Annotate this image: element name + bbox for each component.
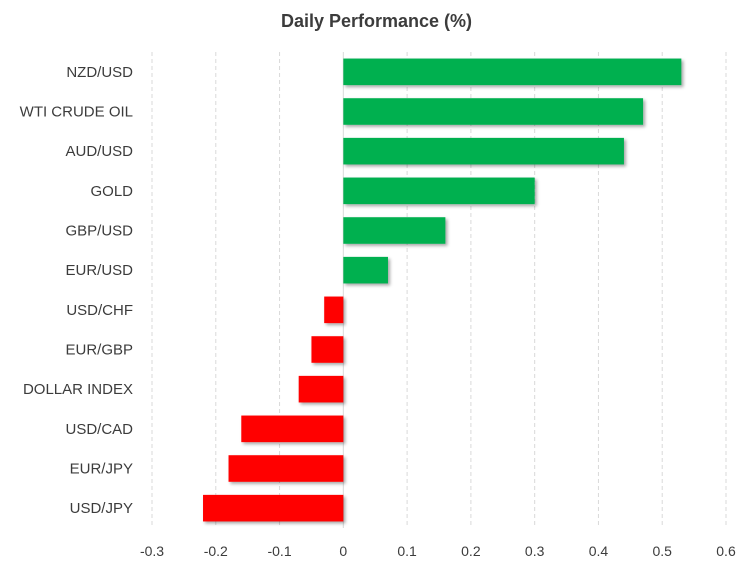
category-label: EUR/GBP (65, 342, 133, 359)
x-tick-label: 0.4 (589, 543, 609, 559)
bar (343, 256, 388, 284)
category-label: EUR/USD (65, 262, 133, 279)
category-label: GOLD (90, 183, 133, 200)
bar (343, 177, 535, 205)
category-label: USD/JPY (70, 500, 133, 517)
bar (298, 375, 344, 403)
x-tick-label: 0.6 (716, 543, 736, 559)
x-tick-label: -0.2 (204, 543, 228, 559)
x-tick-label: 0.5 (652, 543, 672, 559)
bar (343, 98, 644, 125)
bar (311, 336, 344, 363)
category-label: NZD/USD (66, 64, 133, 81)
category-label: GBP/USD (65, 223, 133, 240)
bar (228, 455, 344, 482)
bar (343, 58, 682, 86)
x-tick-label: 0.3 (525, 543, 545, 559)
bar (343, 137, 624, 165)
x-tick-label: -0.3 (140, 543, 164, 559)
category-label: DOLLAR INDEX (23, 381, 133, 398)
x-tick-label: 0.2 (461, 543, 481, 559)
category-label: AUD/USD (65, 143, 133, 160)
category-label: USD/CAD (65, 421, 133, 438)
bar (241, 415, 344, 443)
category-label: USD/CHF (66, 302, 133, 319)
bar (203, 494, 344, 522)
bar (324, 296, 344, 324)
category-label: WTI CRUDE OIL (20, 104, 133, 121)
bar (343, 217, 446, 244)
x-tick-label: -0.1 (267, 543, 291, 559)
category-label: EUR/JPY (70, 461, 133, 478)
x-tick-label: 0.1 (397, 543, 417, 559)
chart-title: Daily Performance (%) (280, 11, 473, 31)
x-tick-label: 0 (339, 543, 347, 559)
